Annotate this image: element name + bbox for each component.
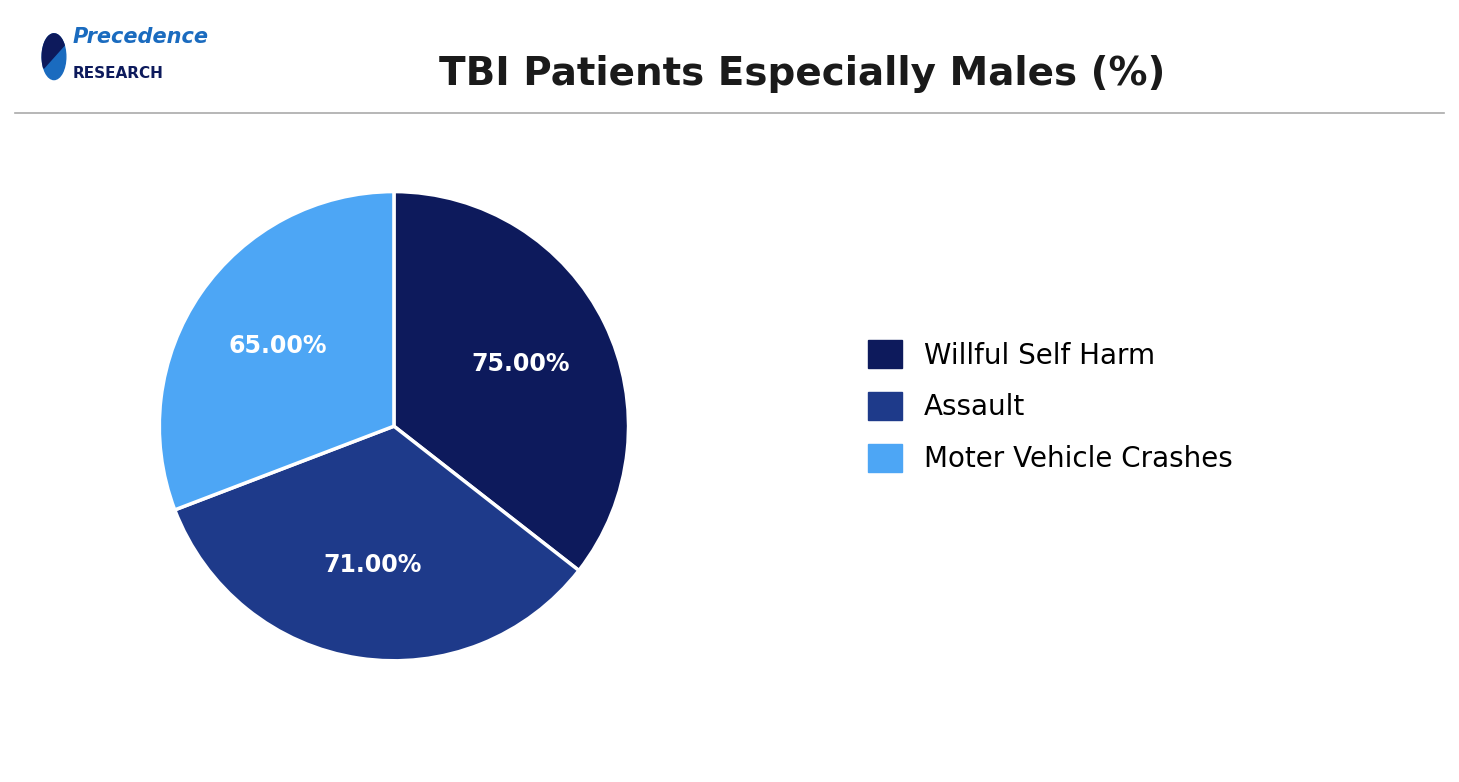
Circle shape <box>42 34 66 80</box>
Legend: Willful Self Harm, Assault, Moter Vehicle Crashes: Willful Self Harm, Assault, Moter Vehicl… <box>840 312 1261 501</box>
Wedge shape <box>394 192 629 571</box>
Text: RESEARCH: RESEARCH <box>73 66 163 81</box>
Wedge shape <box>159 192 394 510</box>
Text: 65.00%: 65.00% <box>229 335 327 358</box>
Text: 75.00%: 75.00% <box>471 353 569 376</box>
Text: Precedence: Precedence <box>73 27 209 48</box>
Text: TBI Patients Especially Males (%): TBI Patients Especially Males (%) <box>439 55 1166 93</box>
Wedge shape <box>42 34 64 68</box>
Text: 71.00%: 71.00% <box>324 554 422 577</box>
Wedge shape <box>175 426 579 661</box>
